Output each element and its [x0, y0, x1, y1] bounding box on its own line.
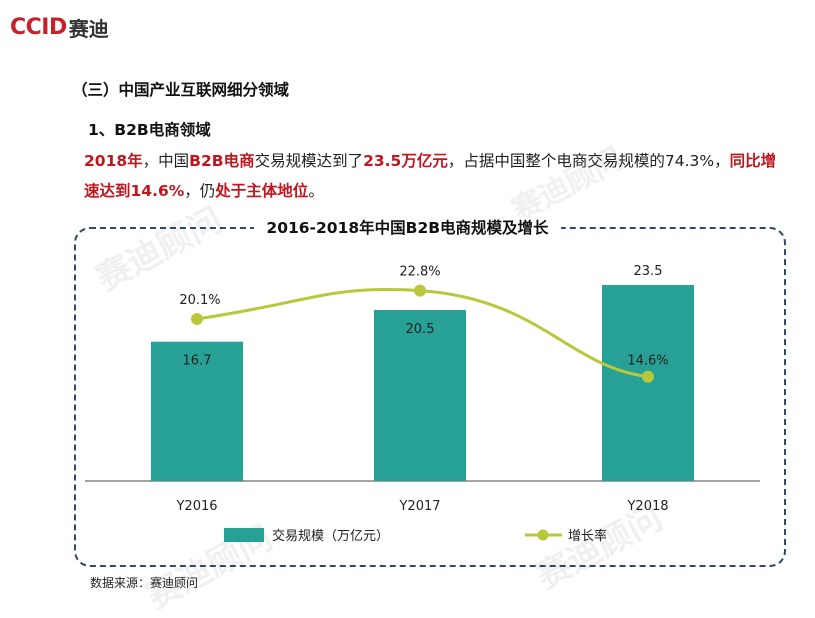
data-source: 数据来源：赛迪顾问 — [90, 576, 199, 590]
para-year: 2018年 — [84, 152, 143, 170]
bar-label-Y2016: 16.7 — [183, 354, 212, 369]
growth-label-Y2016: 20.1% — [179, 293, 220, 308]
ccid-logo: CCID 赛迪 — [10, 10, 109, 44]
bar-Y2016 — [151, 341, 243, 481]
logo-brand-cn: 赛迪 — [68, 16, 109, 41]
para-text-5: 。 — [308, 182, 324, 200]
x-tick-Y2016: Y2016 — [175, 499, 217, 514]
bar-label-Y2018: 23.5 — [634, 264, 663, 279]
growth-point-Y2018 — [642, 370, 654, 383]
growth-label-Y2018: 14.6% — [627, 354, 668, 369]
chart-title: 2016-2018年中国B2B电商规模及增长 — [254, 219, 561, 237]
legend-swatch-dot — [537, 529, 549, 541]
para-growth: 同比增速达到14.6% — [84, 152, 777, 200]
sub-title: 1、B2B电商领域 — [88, 121, 211, 139]
b2b-chart: 16.7 Y2016 20.5 Y2017 23.5 Y2018 20.1% 22.8% 14.… — [85, 264, 760, 544]
x-tick-Y2018: Y2018 — [626, 499, 668, 514]
growth-point-Y2016 — [191, 312, 203, 325]
para-text-3: ，占据中国整个电商交易规模的74.3%， — [447, 152, 730, 170]
para-b2b: B2B电商 — [189, 152, 255, 170]
logo-brand-en: CCID — [10, 14, 67, 40]
legend-label-bar: 交易规模（万亿元） — [272, 528, 389, 544]
bar-Y2017 — [374, 310, 466, 481]
chart-title-wrap: 2016-2018年中国B2B电商规模及增长 — [0, 216, 815, 238]
legend-label-line: 增长率 — [568, 528, 607, 544]
bar-label-Y2017: 20.5 — [406, 322, 435, 337]
para-text-2: 交易规模达到了 — [254, 152, 364, 170]
para-position: 处于主体地位 — [215, 182, 309, 200]
summary-paragraph: 2018年，中国B2B电商交易规模达到了23.5万亿元，占据中国整个电商交易规模… — [84, 146, 784, 206]
para-amount: 23.5万亿元 — [363, 152, 448, 170]
para-text-4: ，仍 — [184, 182, 216, 200]
para-text-1: ，中国 — [142, 152, 190, 170]
bar-Y2018 — [602, 285, 694, 481]
legend-swatch-bar — [224, 528, 264, 542]
x-tick-Y2017: Y2017 — [398, 499, 440, 514]
growth-point-Y2017 — [414, 284, 426, 297]
growth-label-Y2017: 22.8% — [399, 265, 440, 280]
section-title: （三）中国产业互联网细分领域 — [72, 81, 290, 99]
